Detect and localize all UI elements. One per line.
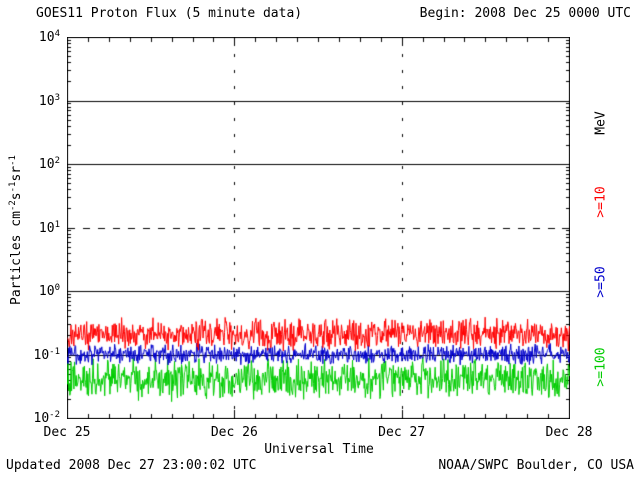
y-tick-label: 10-2	[33, 409, 61, 427]
x-tick-label: Dec 26	[210, 425, 258, 440]
legend-ge100-mev-label: >=100	[593, 347, 609, 387]
y-tick-label: 104	[38, 28, 60, 46]
legend-ge50-mev-label: >=50	[593, 266, 609, 298]
x-tick-label: Dec 27	[378, 425, 426, 440]
x-tick-label: Dec 28	[545, 425, 593, 440]
y-axis-tick-labels: 104 103 102 101 100 10-1 10-2	[0, 0, 61, 480]
y-tick-label: 100	[38, 282, 60, 300]
y-tick-label: 101	[38, 219, 60, 236]
legend-ge10-mev-label: >=10	[593, 186, 609, 218]
updated-timestamp: Updated 2008 Dec 27 23:00:02 UTC	[6, 458, 257, 473]
x-axis-title: Universal Time	[264, 442, 374, 457]
begin-time-label: Begin: 2008 Dec 25 0000 UTC	[419, 6, 631, 21]
x-tick-label: Dec 25	[43, 425, 91, 440]
y-tick-label: 102	[38, 155, 60, 173]
source-attribution: NOAA/SWPC Boulder, CO USA	[438, 458, 634, 473]
y-tick-label: 10-1	[33, 346, 61, 363]
y-tick-label: 103	[38, 92, 60, 109]
plot-area-canvas	[67, 37, 570, 419]
right-axis-unit-label: MeV	[593, 111, 609, 135]
chart-title: GOES11 Proton Flux (5 minute data)	[36, 6, 303, 21]
